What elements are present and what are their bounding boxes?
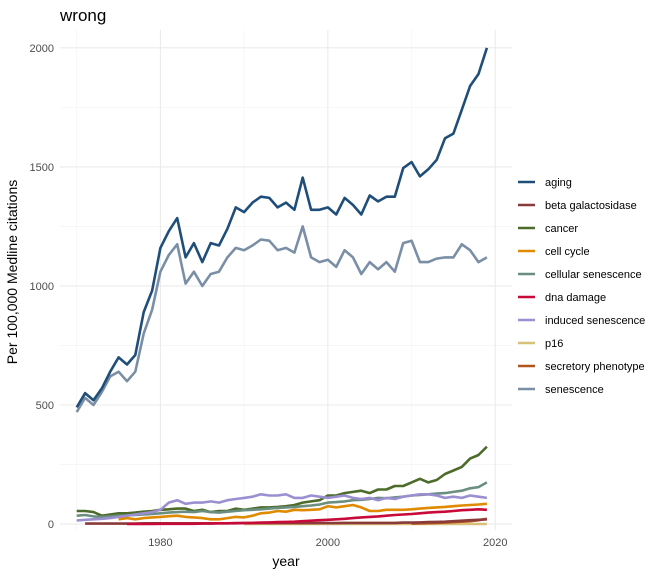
y-tick-label: 500 [36, 400, 54, 412]
series-line-dna-damage [127, 508, 487, 526]
legend-label-aging: aging [545, 177, 572, 189]
legend-label-cellular-senescence: cellular senescence [545, 269, 642, 281]
series-line-cancer [76, 445, 488, 517]
y-tick-label: 1000 [30, 281, 54, 293]
legend: aging beta galactosidase cancer cell cycle c… [518, 177, 645, 396]
legend-label-p16: p16 [545, 338, 563, 350]
x-tick-label: 2000 [316, 537, 340, 549]
plot-lines [75, 47, 489, 526]
chart-title: wrong [59, 6, 106, 25]
series-line-aging [75, 47, 489, 409]
x-tick-label: 2020 [483, 537, 507, 549]
y-axis-ticks: 0 500 1000 1500 2000 [30, 43, 54, 531]
legend-label-cancer: cancer [545, 223, 578, 235]
y-tick-label: 2000 [30, 43, 54, 55]
series-line-induced-senescence [76, 493, 488, 522]
legend-label-secretory-phenotype: secretory phenotype [545, 361, 645, 373]
x-axis-ticks: 1980 2000 2020 [148, 537, 507, 549]
legend-label-senescence: senescence [545, 384, 604, 396]
grid [60, 30, 512, 530]
y-tick-label: 0 [48, 519, 54, 531]
y-axis-title: Per 100,000 Medline citations [4, 180, 20, 364]
x-axis-title: year [272, 553, 300, 569]
y-tick-label: 1500 [30, 162, 54, 174]
x-tick-label: 1980 [148, 537, 172, 549]
series-line-senescence [75, 225, 488, 413]
legend-label-dna-damage: dna damage [545, 292, 606, 304]
legend-label-induced-senescence: induced senescence [545, 315, 645, 327]
legend-label-beta-galactosidase: beta galactosidase [545, 200, 637, 212]
legend-label-cell-cycle: cell cycle [545, 246, 590, 258]
series-line-cell-cycle [118, 502, 488, 521]
